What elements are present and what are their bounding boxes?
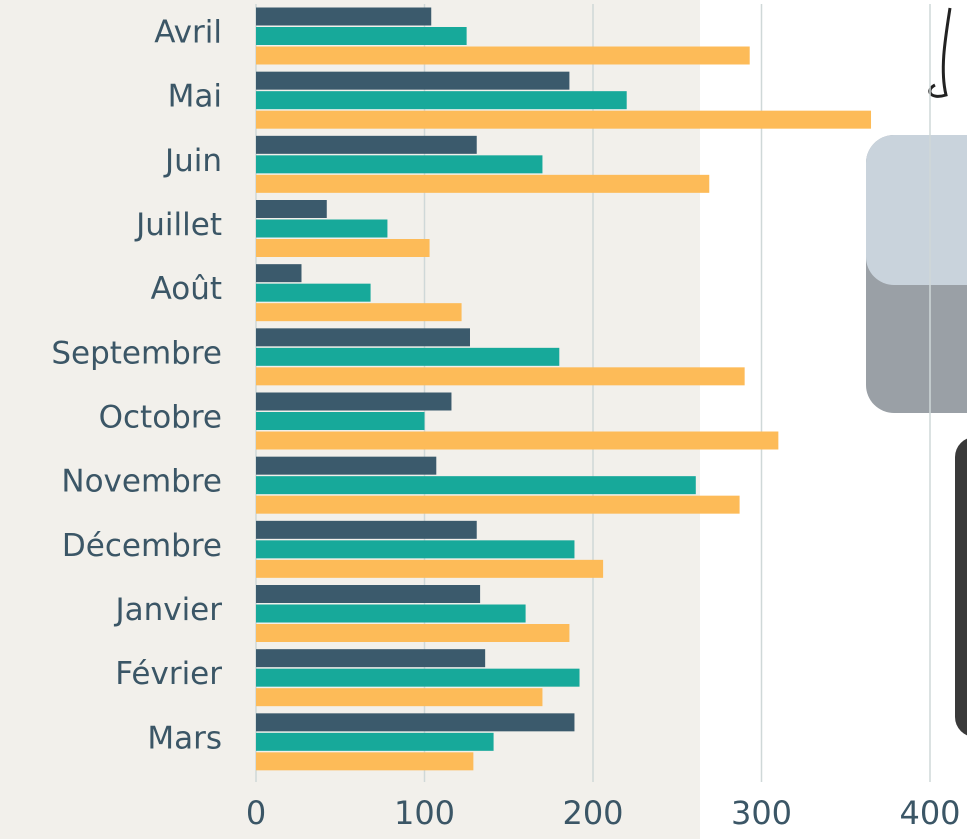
bar [256, 328, 470, 347]
bar [256, 392, 452, 411]
y-tick-label: Août [151, 271, 222, 307]
bar [256, 520, 477, 539]
bar [256, 649, 486, 668]
bar [256, 283, 371, 302]
decoration [928, 7, 952, 98]
bar [256, 431, 779, 450]
bar [256, 456, 437, 475]
bar [256, 668, 580, 687]
bar [256, 219, 388, 238]
bar [256, 46, 750, 65]
bar [256, 752, 474, 771]
bar [256, 91, 627, 110]
bar [256, 155, 543, 174]
y-tick-label: Juillet [134, 207, 222, 243]
bar [256, 7, 432, 26]
photo [955, 438, 967, 736]
bar [256, 476, 696, 495]
bar [256, 71, 570, 90]
bar [256, 495, 740, 514]
bar [256, 200, 327, 218]
bar [256, 347, 560, 366]
y-tick-label: Octobre [99, 400, 222, 436]
bar [256, 624, 570, 642]
y-tick-label: Décembre [62, 528, 222, 564]
y-tick-label: Avril [154, 15, 222, 51]
bar [256, 135, 477, 154]
y-tick-label: Février [115, 656, 222, 692]
x-tick-label: 0 [246, 794, 266, 832]
bar [256, 604, 526, 623]
bar [256, 559, 604, 578]
bar [256, 264, 302, 283]
bar [256, 239, 430, 257]
bar [256, 303, 462, 322]
bar [256, 367, 745, 386]
bar [256, 412, 425, 430]
bar [256, 732, 494, 751]
bar [256, 713, 575, 732]
bar [256, 540, 575, 559]
bar [256, 688, 543, 707]
x-tick-label: 300 [731, 794, 792, 832]
x-tick-label: 100 [394, 794, 455, 832]
y-tick-label: Mars [147, 720, 222, 756]
x-tick-label: 200 [562, 794, 623, 832]
bar [256, 585, 481, 603]
y-tick-label: Septembre [51, 335, 222, 371]
bar [256, 110, 872, 129]
y-tick-label: Juin [163, 143, 222, 179]
bar [256, 27, 467, 45]
photo-sky [866, 135, 967, 285]
y-tick-label: Janvier [113, 592, 222, 628]
bar [256, 174, 710, 193]
y-tick-label: Mai [168, 79, 222, 115]
y-tick-label: Novembre [61, 464, 222, 500]
x-tick-label: 400 [899, 794, 960, 832]
